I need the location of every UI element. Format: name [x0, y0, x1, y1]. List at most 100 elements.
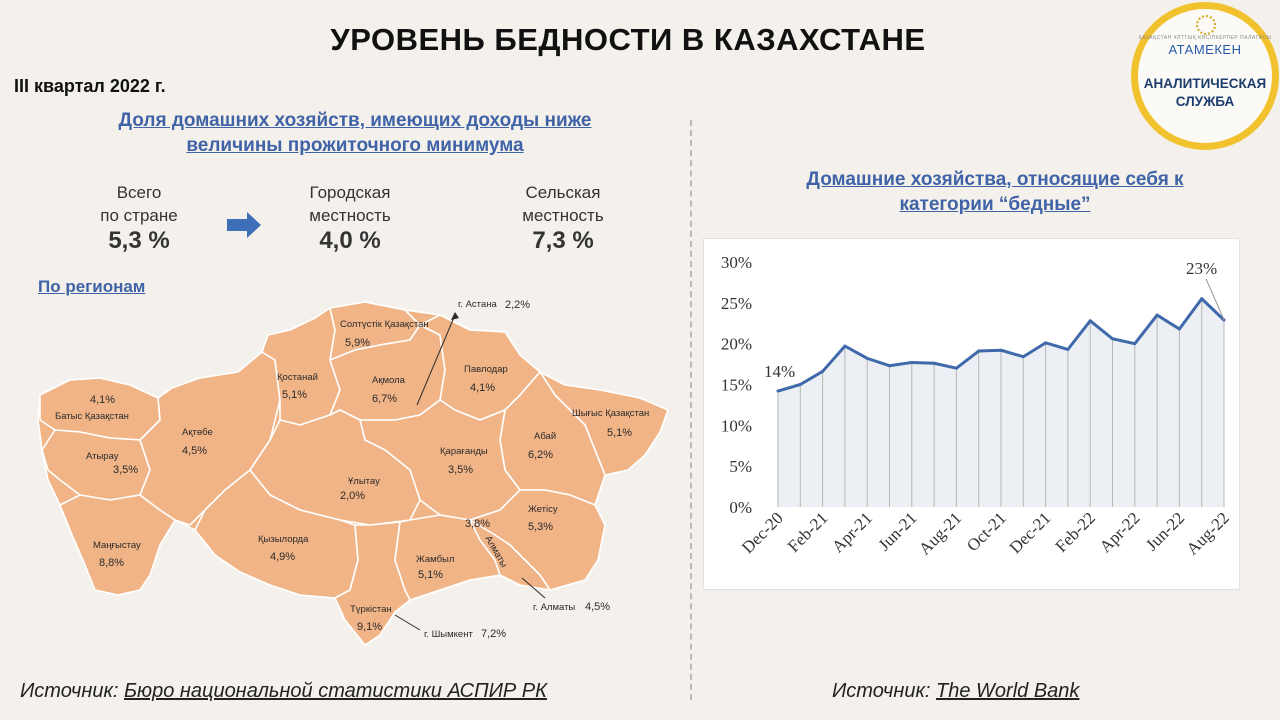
chart-data-point — [776, 389, 780, 393]
stat-urban-line1: Городская — [309, 183, 391, 202]
region-name: Қостанай — [277, 372, 318, 383]
chart-x-tick-label: Aug-22 — [1183, 508, 1233, 558]
region-value: 3,8% — [465, 518, 490, 530]
stat-total-value: 5,3 % — [108, 227, 170, 254]
right-heading-line1: Домашние хозяйства, относящие себя к — [806, 169, 1184, 190]
astana-pointer — [416, 314, 456, 406]
chart-x-tick-label: Apr-22 — [1096, 508, 1144, 556]
right-source-link[interactable]: The World Bank — [936, 680, 1080, 702]
stat-rural: Сельская местность 7,3 % — [488, 181, 638, 253]
chart-y-tick-label: 10% — [721, 416, 752, 435]
chart-data-point — [1111, 337, 1114, 341]
arrow-right-icon — [227, 212, 261, 238]
chart-data-point — [1044, 341, 1048, 345]
stat-total-line1: Всего — [116, 183, 162, 202]
chart-data-point — [932, 361, 936, 365]
chart-data-point — [1155, 313, 1159, 317]
region-name: Маңғыстау — [93, 540, 141, 551]
region-value: 4,9% — [270, 551, 295, 563]
logo-service-line1: АНАЛИТИЧЕСКАЯ — [1143, 76, 1267, 91]
left-source-link[interactable]: Бюро национальной статистики АСПИР РК — [124, 680, 547, 702]
page-title: УРОВЕНЬ БЕДНОСТИ В КАЗАХСТАНЕ — [330, 22, 926, 57]
chart-annotation-leader — [1205, 278, 1225, 321]
region-value: 5,1% — [282, 389, 307, 401]
logo-brand: АТАМЕКЕН — [1168, 42, 1242, 57]
region-name: Батыс Қазақстан — [55, 411, 129, 422]
region-value: 3,5% — [113, 464, 138, 476]
chart-y-tick-label: 0% — [729, 498, 752, 517]
chart-data-point — [910, 360, 914, 364]
region-value: 5,1% — [607, 427, 632, 439]
chart-data-point — [821, 369, 825, 373]
section-divider — [690, 120, 692, 700]
right-source-label: Источник: — [832, 680, 931, 702]
chart-data-point — [1177, 327, 1181, 331]
right-heading: Домашние хозяйства, относящие себя к кат… — [760, 167, 1230, 217]
region-name: Жетісу — [528, 504, 558, 515]
region-name: Шығыс Қазақстан — [572, 408, 649, 419]
chart-data-point — [999, 348, 1003, 352]
region-value: 4,5% — [585, 601, 610, 613]
region-name: Солтүстік Қазақстан — [340, 319, 429, 330]
chart-y-tick-label: 15% — [721, 376, 752, 395]
chart-y-tick-label: 20% — [721, 335, 752, 354]
chart-annotation-start: 14% — [764, 362, 795, 381]
left-source: Источник: Бюро национальной статистики А… — [20, 680, 547, 703]
stat-urban-value: 4,0 % — [319, 227, 381, 254]
chart-y-tick-label: 30% — [721, 253, 752, 272]
chart-data-point — [1200, 297, 1204, 301]
left-source-label: Источник: — [20, 680, 119, 702]
right-source: Источник: The World Bank — [832, 680, 1079, 703]
shymkent-pointer — [394, 614, 421, 631]
region-name: Ақтөбе — [182, 427, 213, 438]
chart-x-tick-label: Aug-21 — [915, 508, 965, 558]
stat-rural-line1: Сельская — [525, 183, 601, 202]
region-name: г. Алматы — [533, 602, 575, 613]
region-name: Ақмола — [372, 375, 406, 386]
region-value: 2,2% — [505, 299, 530, 311]
stat-urban: Городская местность 4,0 % — [275, 181, 425, 254]
chart-x-tick-label: Feb-22 — [1052, 508, 1099, 555]
chart-data-point — [865, 356, 869, 360]
region-value: 7,2% — [481, 628, 506, 640]
left-heading-line2: величины прожиточного минимума — [186, 135, 524, 156]
chart-x-tick-label: Jun-21 — [874, 508, 920, 554]
kazakhstan-map: Солтүстік Қазақстан 5,9% г. Астана 2,2% … — [37, 299, 669, 646]
astana-pointer-arrow-icon — [451, 312, 459, 320]
chart-x-tick-label: Oct-21 — [963, 508, 1010, 555]
chart-data-point — [843, 344, 847, 348]
chart-data-point — [1133, 342, 1137, 346]
almaty-pointer — [521, 577, 546, 599]
left-heading: Доля домашних хозяйств, имеющих доходы н… — [60, 108, 650, 158]
chart-x-tick-label: Jun-22 — [1142, 508, 1188, 554]
region-name: г. Шымкент — [424, 629, 473, 640]
chart-data-point — [1021, 355, 1025, 359]
region-name: Павлодар — [464, 364, 508, 375]
logo-service-line2: СЛУЖБА — [1175, 94, 1235, 109]
region-value: 6,2% — [528, 449, 553, 461]
period-label: III квартал 2022 г. — [14, 76, 166, 96]
chart-data-point — [798, 383, 802, 386]
region-name: Ұлытау — [348, 476, 380, 487]
region-name: Қарағанды — [440, 446, 488, 457]
chart-x-tick-label: Dec-21 — [1006, 508, 1055, 557]
region-value: 4,1% — [90, 394, 115, 406]
region-almaty — [469, 519, 551, 591]
chart-x-tick-label: Apr-21 — [828, 508, 876, 556]
left-heading-line1: Доля домашних хозяйств, имеющих доходы н… — [118, 110, 592, 131]
region-name: Жамбыл — [416, 554, 454, 565]
by-regions-link[interactable]: По регионам — [38, 277, 146, 296]
chart-x-tick-label: Feb-21 — [784, 508, 831, 555]
region-name: Түркістан — [350, 604, 392, 615]
chart-annotation-end: 23% — [1186, 259, 1217, 278]
region-mangystau — [59, 494, 176, 596]
stat-total-line2: по стране — [100, 206, 178, 225]
region-value: 5,9% — [345, 337, 370, 349]
region-value: 6,7% — [372, 393, 397, 405]
region-name: Абай — [534, 431, 556, 442]
region-name: Қызылорда — [258, 534, 309, 545]
chart-container: 0% 5% 10% 15% 20% 25% 30% Dec-20 Feb-21 Apr-21 Jun… — [703, 238, 1240, 590]
region-value: 5,3% — [528, 521, 553, 533]
logo-small-text: ҚАЗАҚСТАН ҰЛТТЫҚ КӘСІПКЕРЛЕР ПАЛАТАСЫ — [1138, 35, 1272, 41]
chart-data-point — [888, 364, 891, 368]
